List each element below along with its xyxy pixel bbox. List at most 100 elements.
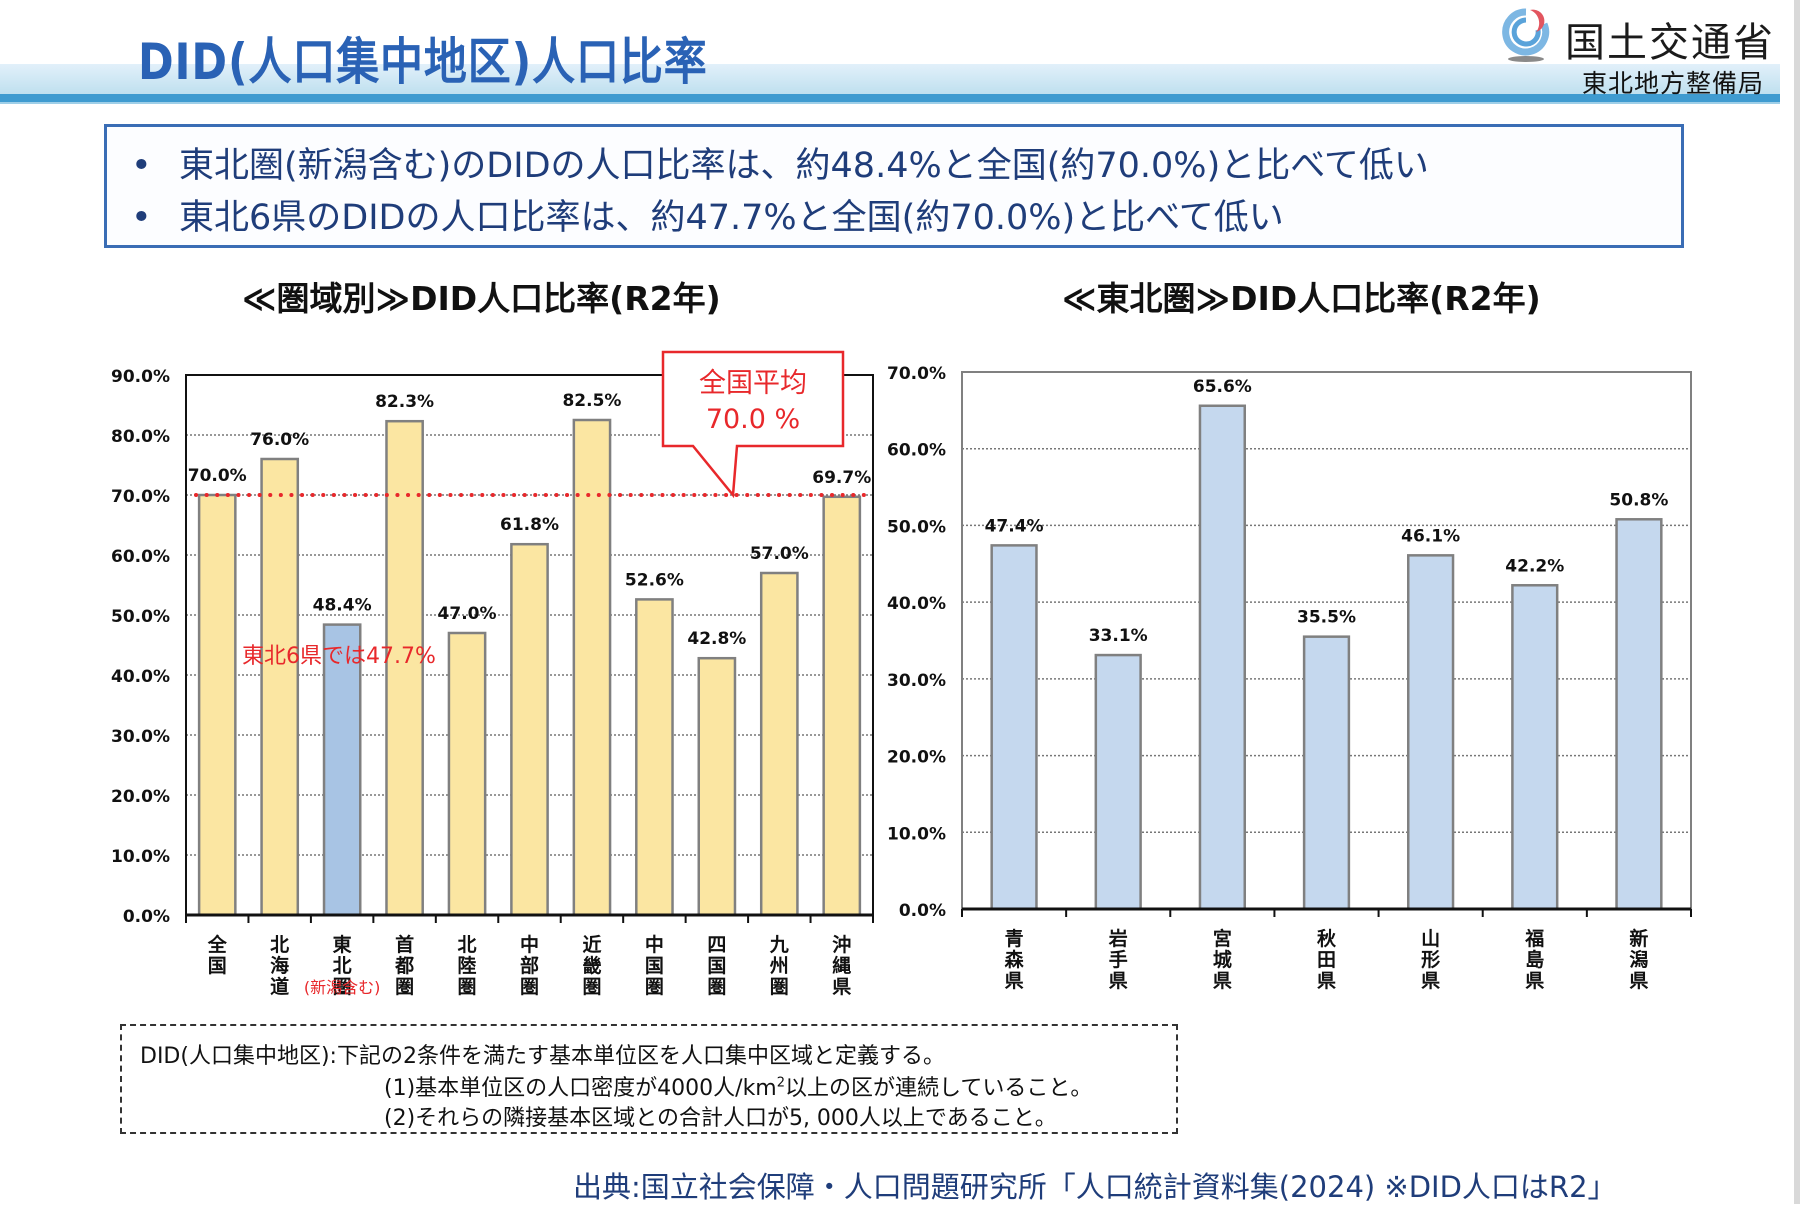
bar bbox=[385, 419, 424, 917]
x-category-label: 九 bbox=[769, 934, 789, 956]
y-tick-label: 70.0% bbox=[111, 487, 170, 507]
data-label: 52.6% bbox=[625, 570, 684, 590]
x-category-label: 潟 bbox=[1629, 949, 1648, 971]
data-label: 42.2% bbox=[1505, 556, 1564, 576]
y-tick-label: 70.0% bbox=[887, 364, 946, 384]
bullet: • bbox=[131, 146, 152, 186]
y-tick-label: 0.0% bbox=[123, 907, 170, 927]
y-tick-label: 50.0% bbox=[887, 517, 946, 537]
x-category-label: 県 bbox=[1213, 970, 1232, 992]
bar bbox=[197, 493, 237, 917]
x-category-label: 宮 bbox=[1213, 927, 1232, 950]
x-category-label: 県 bbox=[832, 976, 851, 998]
data-label: 65.6% bbox=[1193, 377, 1252, 397]
y-tick-label: 50.0% bbox=[111, 607, 170, 627]
x-category-label: 州 bbox=[770, 955, 789, 977]
x-category-label: 圏 bbox=[333, 976, 352, 998]
y-tick-label: 90.0% bbox=[111, 367, 170, 387]
y-tick-label: 30.0% bbox=[887, 671, 946, 691]
data-label: 47.4% bbox=[985, 516, 1044, 536]
x-category-label: 圏 bbox=[770, 976, 789, 998]
data-label: 47.0% bbox=[438, 604, 497, 624]
x-category-label: 県 bbox=[1005, 970, 1024, 992]
data-label: 57.0% bbox=[750, 544, 809, 564]
data-label: 42.8% bbox=[687, 629, 746, 649]
y-tick-label: 40.0% bbox=[887, 594, 946, 614]
x-category-label: 陸 bbox=[458, 954, 477, 977]
x-category-label: 都 bbox=[394, 955, 414, 977]
bar bbox=[1094, 653, 1142, 911]
page-title: DID(人口集中地区)人口比率 bbox=[138, 33, 708, 91]
x-category-label: 国 bbox=[208, 955, 227, 977]
bar bbox=[1407, 554, 1455, 911]
x-category-label: 国 bbox=[645, 955, 664, 977]
header-divider-thin bbox=[0, 102, 1780, 104]
summary-item: • 東北圏(新潟含む)のDIDの人口比率は、約48.4%と全国(約70.0%)と比… bbox=[131, 137, 1429, 188]
definition-line: (1)基本単位区の人口密度が4000人/km2以上の区が連続していること。 bbox=[384, 1070, 1092, 1102]
bar bbox=[1302, 635, 1351, 911]
x-category-label: 首 bbox=[395, 933, 414, 956]
data-label: 50.8% bbox=[1609, 490, 1668, 510]
y-tick-label: 60.0% bbox=[111, 547, 170, 567]
x-category-label: 圏 bbox=[458, 976, 477, 998]
x-category-label: 形 bbox=[1421, 949, 1440, 971]
bureau-name: 東北地方整備局 bbox=[1582, 69, 1765, 98]
x-category-label: 北 bbox=[458, 934, 477, 956]
x-category-label: 青 bbox=[1005, 928, 1024, 950]
chart-title-regions: ≪圏域別≫DID人口比率(R2年) bbox=[242, 279, 721, 318]
bar bbox=[759, 571, 799, 917]
x-category-label: 山 bbox=[1421, 928, 1440, 950]
y-tick-label: 0.0% bbox=[899, 901, 946, 921]
summary-box: • 東北圏(新潟含む)のDIDの人口比率は、約48.4%と全国(約70.0%)と比… bbox=[104, 124, 1684, 248]
x-category-label: 東 bbox=[333, 933, 352, 956]
data-label: 82.5% bbox=[562, 391, 621, 411]
x-category-label: 島 bbox=[1525, 948, 1544, 971]
chart-tohoku: 0.0% 10.0% 20.0% 30.0% 40.0% 50.0% 60.0% 70.0% 4… bbox=[887, 364, 1692, 992]
x-category-label: 秋 bbox=[1317, 927, 1337, 950]
x-category-label: 北 bbox=[270, 934, 289, 956]
definition-line: DID(人口集中地区):下記の2条件を満たす基本単位区を人口集中区域と定義する。 bbox=[140, 1044, 945, 1069]
definition-superscript: 2 bbox=[776, 1075, 786, 1091]
summary-text: 東北圏(新潟含む)のDIDの人口比率は、約48.4%と全国(約70.0%)と比べ… bbox=[179, 146, 1429, 186]
x-category-label: 圏 bbox=[582, 976, 601, 998]
y-tick-label: 60.0% bbox=[887, 441, 946, 461]
summary-text: 東北6県のDIDの人口比率は、約47.7%と全国(約70.0%)と比べて低い bbox=[179, 198, 1284, 238]
x-category-label: 中 bbox=[645, 933, 664, 956]
source-citation: 出典:国立社会保障・人口問題研究所「人口統計資料集(2024) ※DID人口はR… bbox=[573, 1170, 1617, 1204]
bar bbox=[822, 495, 862, 917]
bar bbox=[322, 623, 362, 917]
bullet: • bbox=[131, 198, 152, 238]
bar bbox=[990, 544, 1038, 911]
data-label: 33.1% bbox=[1089, 626, 1148, 646]
bar bbox=[1615, 518, 1663, 911]
x-category-label: 田 bbox=[1317, 949, 1336, 971]
data-label: 82.3% bbox=[375, 392, 434, 412]
y-tick-label: 10.0% bbox=[111, 847, 170, 867]
definition-box: DID(人口集中地区):下記の2条件を満たす基本単位区を人口集中区域と定義する。… bbox=[120, 1024, 1178, 1134]
tohoku-six-prefectures-annotation: 東北6県では47.7% bbox=[242, 644, 436, 669]
bar bbox=[572, 418, 612, 917]
definition-text: (1)基本単位区の人口密度が4000人/km bbox=[384, 1076, 777, 1101]
bar bbox=[697, 656, 737, 917]
definition-text: 以上の区が連続していること。 bbox=[785, 1076, 1093, 1101]
y-tick-label: 80.0% bbox=[111, 427, 170, 447]
x-category-label: 全 bbox=[207, 933, 228, 956]
bar bbox=[1511, 584, 1559, 911]
x-category-label: 四 bbox=[707, 934, 726, 956]
x-category-label: 圏 bbox=[520, 976, 539, 998]
header-divider bbox=[0, 94, 1780, 102]
y-tick-label: 20.0% bbox=[111, 787, 170, 807]
data-label: 46.1% bbox=[1401, 526, 1460, 546]
x-category-label: 圏 bbox=[645, 976, 664, 998]
x-category-label: 海 bbox=[270, 954, 289, 977]
callout-label: 全国平均 bbox=[699, 368, 807, 399]
x-category-label: 圏 bbox=[707, 976, 726, 998]
callout-value: 70.0 % bbox=[706, 404, 800, 435]
x-category-label: 手 bbox=[1109, 948, 1128, 971]
x-category-label: 森 bbox=[1005, 948, 1025, 971]
ministry-name: 国土交通省 bbox=[1565, 20, 1775, 66]
bar bbox=[1198, 404, 1246, 911]
x-category-label: 県 bbox=[1317, 970, 1336, 992]
chart-title-tohoku: ≪東北圏≫DID人口比率(R2年) bbox=[1062, 279, 1541, 318]
y-tick-label: 40.0% bbox=[111, 667, 170, 687]
